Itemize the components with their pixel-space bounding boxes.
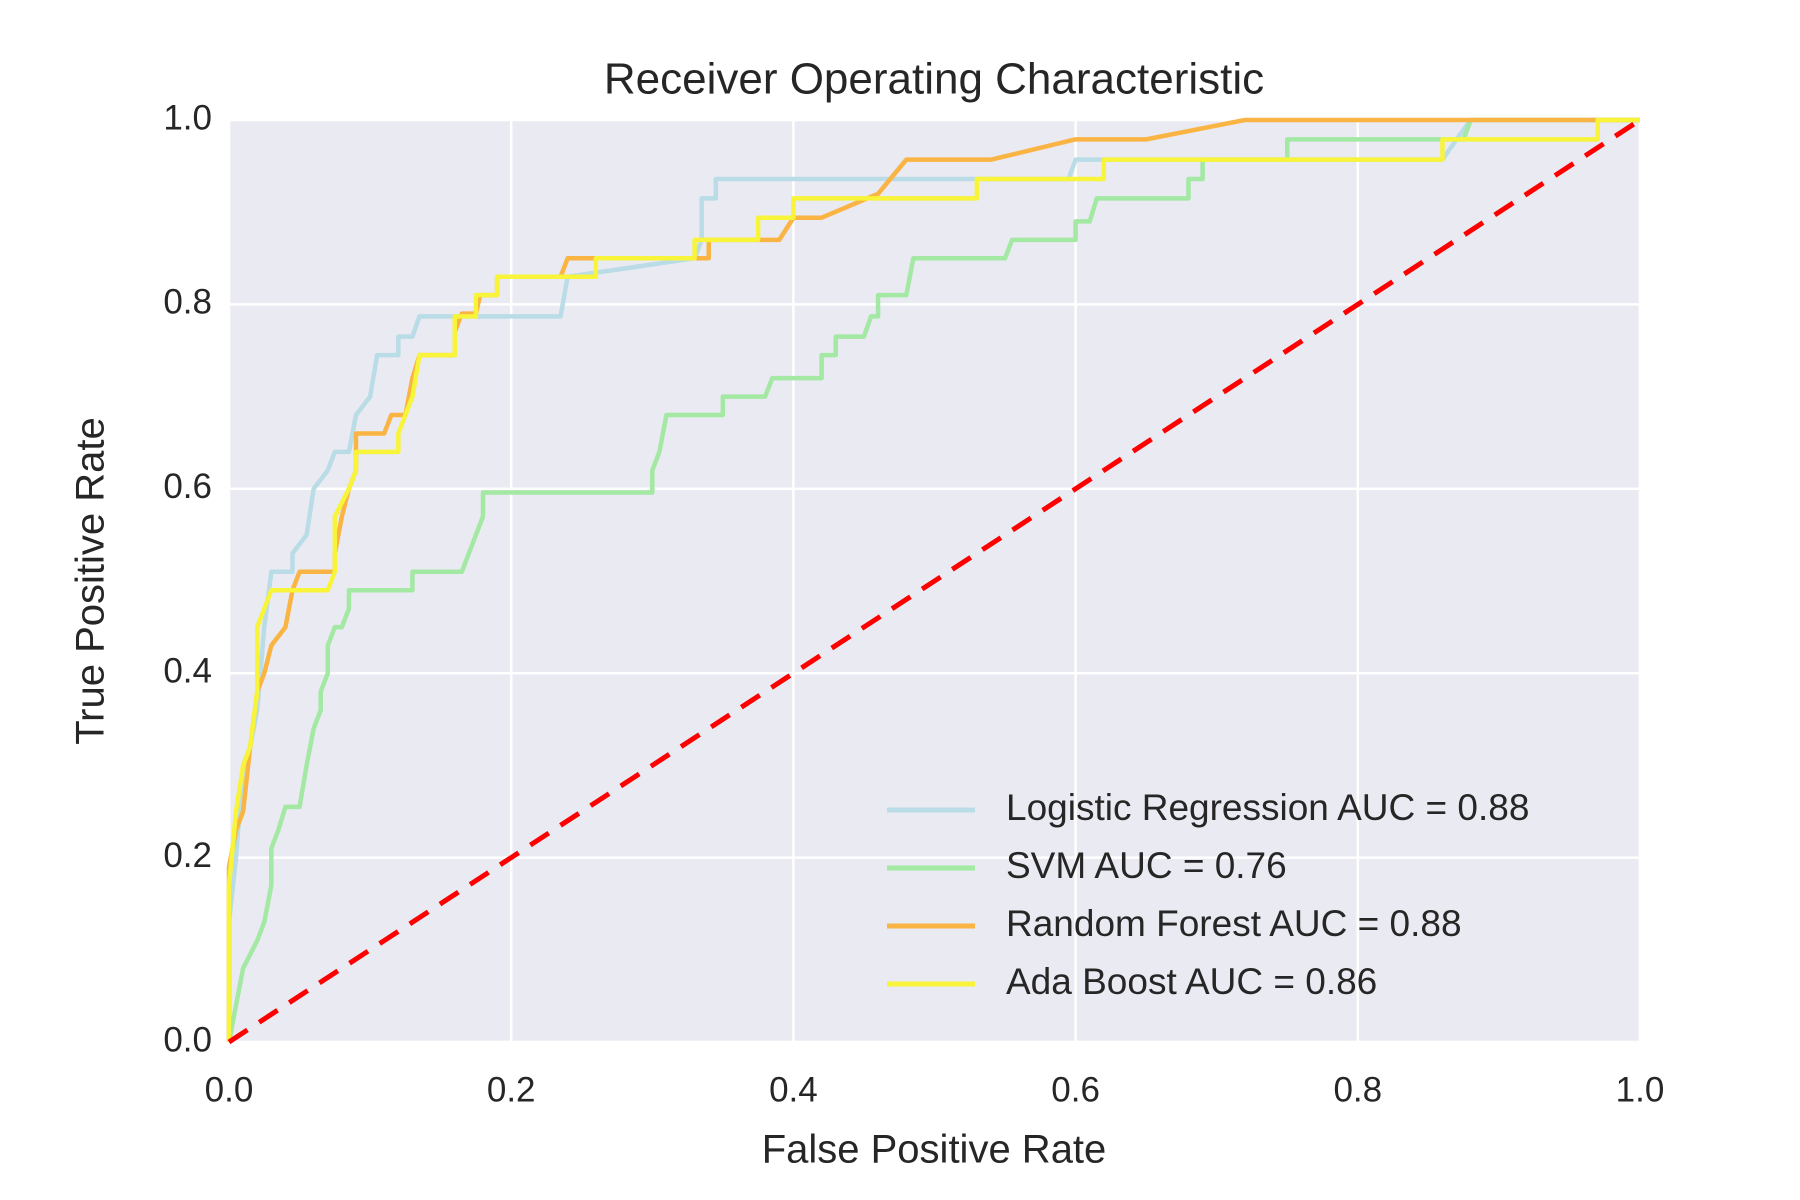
- x-tick-label: 0.4: [769, 1070, 818, 1109]
- legend-label: Random Forest AUC = 0.88: [1006, 903, 1462, 944]
- y-tick-label: 0.4: [163, 651, 212, 690]
- roc-curve: [226, 117, 1640, 1042]
- roc-curve: [227, 117, 1642, 1045]
- y-tick-label: 1.0: [163, 98, 212, 137]
- y-tick-label: 0.8: [163, 283, 212, 322]
- x-axis-label: False Positive Rate: [762, 1128, 1107, 1172]
- y-tick-label: 0.2: [163, 836, 212, 875]
- x-tick-label: 0.6: [1051, 1070, 1100, 1109]
- y-tick-label: 0.0: [163, 1020, 212, 1059]
- roc-curve: [226, 117, 1640, 1042]
- x-tick-label: 0.2: [487, 1070, 536, 1109]
- y-axis-label: True Positive Rate: [69, 417, 113, 745]
- x-tick-label: 0.0: [205, 1070, 254, 1109]
- x-tick-label: 1.0: [1616, 1070, 1665, 1109]
- x-tick-label: 0.8: [1333, 1070, 1382, 1109]
- y-tick-label: 0.6: [163, 467, 212, 506]
- roc-curve: [226, 117, 1640, 1043]
- chart-title: Receiver Operating Characteristic: [604, 55, 1264, 104]
- legend-label: Logistic Regression AUC = 0.88: [1006, 787, 1529, 828]
- legend-label: Ada Boost AUC = 0.86: [1006, 961, 1377, 1002]
- legend-label: SVM AUC = 0.76: [1006, 845, 1287, 886]
